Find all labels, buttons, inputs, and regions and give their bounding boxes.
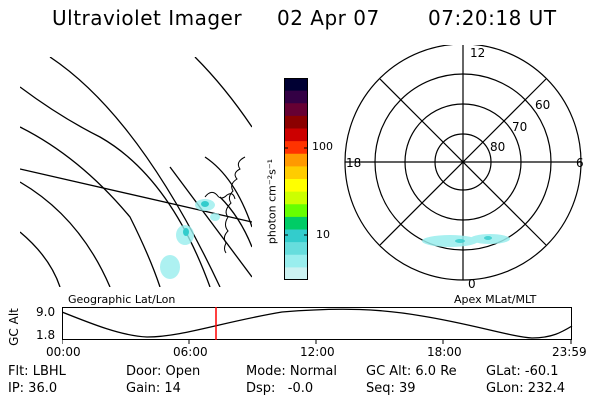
mlat-label-70: 70 xyxy=(512,120,528,134)
info-gc-alt: GC Alt: 6.0 Re xyxy=(366,364,457,379)
info-mode: Mode: Normal xyxy=(246,364,337,379)
altitude-ytick-top: 9.0 xyxy=(36,305,56,319)
colorbar-stripe xyxy=(284,191,308,205)
altitude-xtick-2: 12:00 xyxy=(300,345,335,359)
colorbar-stripe xyxy=(284,115,308,130)
colorbar-stripe xyxy=(284,254,308,268)
altitude-ytick-bottom: 1.8 xyxy=(36,328,56,342)
colorbar-stripe xyxy=(284,153,308,167)
info-glon: GLon: 232.4 xyxy=(486,381,566,396)
colorbar-tick-10: 10 xyxy=(316,228,330,241)
time-label: 07:20:18 UT xyxy=(428,6,557,30)
geographic-panel-label: Geographic Lat/Lon xyxy=(68,293,176,306)
colorbar-stripe xyxy=(284,90,308,104)
instrument-title: Ultraviolet Imager xyxy=(52,6,243,30)
info-dsp: Dsp: -0.0 xyxy=(246,381,314,396)
altitude-xtick-4: 23:59 xyxy=(552,345,587,359)
colorbar-stripe xyxy=(284,166,308,180)
polar-plot xyxy=(344,45,582,281)
info-flt: Flt: LBHL xyxy=(8,364,66,379)
colorbar-stripe xyxy=(284,128,308,142)
info-ip: IP: 36.0 xyxy=(8,381,58,396)
geographic-map xyxy=(20,57,252,287)
colorbar-stripe xyxy=(284,78,308,92)
colorbar-unit-label: photon cm⁻²s⁻¹ xyxy=(265,158,279,245)
polar-panel-label: Apex MLat/MLT xyxy=(454,293,537,306)
colorbar-stripe xyxy=(284,242,308,256)
colorbar-stripe xyxy=(284,141,308,155)
colorbar xyxy=(284,78,308,280)
colorbar-tick-100: 100 xyxy=(312,140,333,153)
colorbar-stripe xyxy=(284,179,308,193)
colorbar-stripe xyxy=(284,216,308,231)
mlat-label-60: 60 xyxy=(535,98,551,112)
mlat-label-80: 80 xyxy=(490,140,506,154)
colorbar-stripe xyxy=(284,229,308,243)
mlt-label-12: 12 xyxy=(470,46,486,60)
info-gain: Gain: 14 xyxy=(126,381,181,396)
info-glat: GLat: -60.1 xyxy=(486,364,559,379)
altitude-xtick-1: 06:00 xyxy=(173,345,208,359)
mlt-label-0: 0 xyxy=(468,277,476,291)
colorbar-stripe xyxy=(284,204,308,218)
altitude-plot xyxy=(62,307,573,344)
altitude-ylabel: GC Alt xyxy=(7,308,21,346)
info-door: Door: Open xyxy=(126,364,201,379)
colorbar-stripe xyxy=(284,267,308,280)
altitude-xtick-3: 18:00 xyxy=(427,345,462,359)
date-label: 02 Apr 07 xyxy=(277,6,380,30)
colorbar-stripe xyxy=(284,103,308,117)
mlt-label-18: 18 xyxy=(346,156,362,170)
altitude-xtick-0: 00:00 xyxy=(46,345,81,359)
mlt-label-6: 6 xyxy=(576,156,584,170)
info-seq: Seq: 39 xyxy=(366,381,416,396)
